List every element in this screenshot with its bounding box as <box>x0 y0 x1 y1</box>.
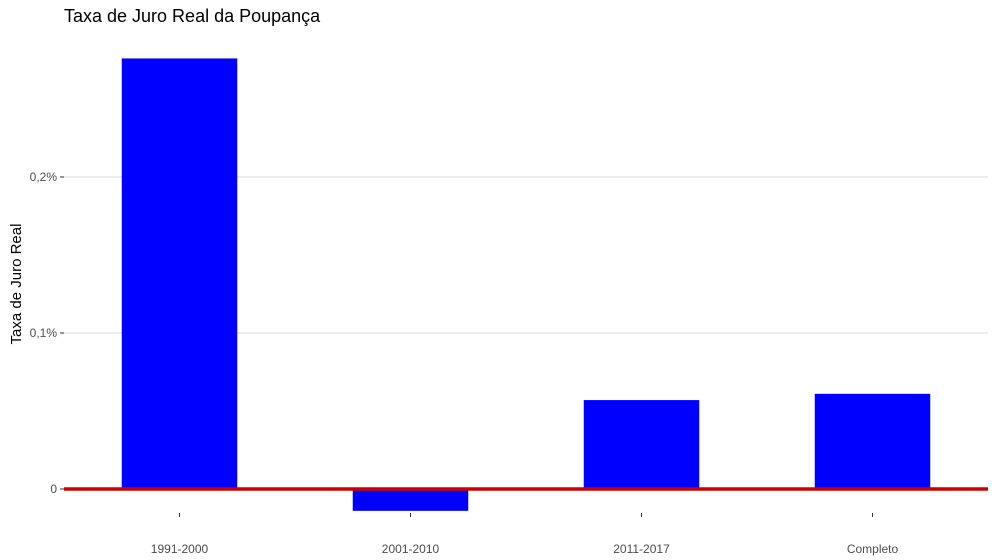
bar <box>121 58 238 489</box>
x-tick-label: 2011-2017 <box>613 542 670 556</box>
x-tick-label: 1991-2000 <box>151 542 209 556</box>
y-tick-label: 0,1% <box>30 326 58 340</box>
bar <box>814 393 931 489</box>
y-axis: 0 0,1% 0,2% <box>30 170 64 496</box>
x-tick-label: Completo <box>847 542 899 556</box>
bar <box>583 400 700 489</box>
chart-title: Taxa de Juro Real da Poupança <box>64 6 321 26</box>
y-tick-label: 0,2% <box>30 170 58 184</box>
y-tick-label: 0 <box>50 482 57 496</box>
x-tick-label: 2001-2010 <box>382 542 440 556</box>
bars-layer <box>121 58 931 511</box>
x-axis: 1991-2000 2001-2010 2011-2017 Completo <box>151 513 899 556</box>
y-axis-title: Taxa de Juro Real <box>8 224 25 345</box>
bar <box>352 489 469 511</box>
